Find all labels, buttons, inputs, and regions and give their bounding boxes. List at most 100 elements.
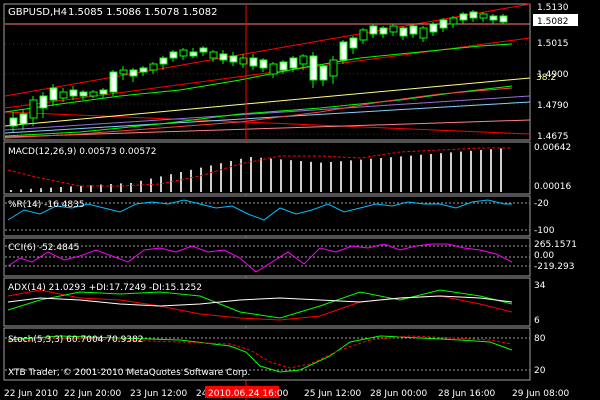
price-candle [369, 24, 378, 38]
price-candle [449, 16, 458, 28]
price-candle [269, 62, 278, 78]
macd-histogram-bar [280, 159, 282, 192]
price-axis: 1.5130 1.5082 1.5015 1.4900 1.4790 1.467… [533, 3, 578, 142]
macd-histogram-bar [380, 158, 382, 192]
price-candle [189, 48, 198, 58]
fib-level-label: 38.2 [536, 73, 556, 83]
macd-histogram-bar [430, 154, 432, 192]
price-candle [409, 24, 418, 38]
stochastic-panel[interactable]: Stoch(5,3,3) 60.7004 70.9382 80 20 XTB T… [3, 327, 546, 381]
time-tick-label: 22 Jun 2010 [4, 389, 58, 399]
macd-histogram-bar [230, 161, 232, 192]
macd-histogram-bar [180, 172, 182, 192]
price-candle [459, 12, 468, 24]
price-candle [399, 26, 408, 40]
price-candle [79, 90, 88, 100]
price-candle [479, 12, 488, 22]
price-candle [499, 14, 508, 24]
price-candle [219, 50, 228, 64]
price-candle [349, 36, 358, 54]
plus-di-line [7, 289, 513, 319]
current-price-label: 1.5082 [537, 17, 569, 27]
price-candle [29, 96, 38, 126]
copyright-text: XTB Trader, © 2001-2010 MetaQuotes Softw… [8, 368, 250, 378]
price-candle [239, 54, 248, 68]
stochastic-main-line [7, 335, 513, 373]
williams-r-line [7, 199, 512, 221]
stochastic-scale-top: 80 [534, 334, 546, 344]
macd-histogram-bar [370, 158, 372, 192]
macd-histogram-bar [190, 169, 192, 192]
cci-scale-top: 265.1571 [534, 240, 577, 250]
time-tick-label: 22 Jun 20:00 [64, 389, 121, 399]
price-tick-label: 1.4790 [537, 101, 569, 111]
macd-histogram-bar [70, 186, 72, 192]
macd-histogram-bar [210, 165, 212, 192]
price-candle [439, 18, 448, 32]
williams-r-label: %R(14) -16.4835 [8, 200, 85, 210]
macd-histogram-bar [120, 183, 122, 192]
time-tick-label: 28 Jun 16:00 [438, 389, 495, 399]
macd-histogram-bar [320, 162, 322, 192]
macd-histogram-bar [290, 160, 292, 192]
macd-scale-top: 0.00642 [534, 143, 571, 153]
macd-histogram-bar [40, 188, 42, 192]
price-tick-label: 1.4675 [537, 132, 569, 142]
price-candle [339, 40, 348, 64]
macd-panel[interactable]: MACD(12,26,9) 0.00573 0.00572 0.00642 0.… [3, 141, 571, 195]
macd-histogram-bar [470, 150, 472, 192]
macd-histogram-bar [220, 163, 222, 192]
time-tick-label: 23 Jun 12:00 [130, 389, 187, 399]
price-candle [329, 56, 338, 84]
price-candle [249, 54, 258, 70]
macd-histogram-bar [130, 183, 132, 192]
price-candle [169, 50, 178, 62]
macd-histogram-bar [200, 167, 202, 192]
time-tick-label: 25 Jun 12:00 [304, 389, 361, 399]
price-candle [359, 28, 368, 44]
macd-histogram-bar [50, 187, 52, 192]
price-candle [109, 70, 118, 96]
ohlc-values: 1.5085 1.5086 1.5078 1.5082 [68, 7, 218, 18]
williams-r-panel[interactable]: %R(14) -16.4835 -20 -100 [3, 195, 555, 237]
time-tick-label: 29 Jun 08:00 [512, 389, 569, 399]
price-candle [149, 62, 158, 74]
macd-histogram-bar [250, 157, 252, 192]
price-candle [69, 86, 78, 100]
macd-histogram-bar [450, 152, 452, 192]
price-panel[interactable]: GBPUSD,H4 1.5085 1.5086 1.5078 1.5082 38… [3, 3, 556, 400]
macd-histogram-bar [330, 162, 332, 192]
macd-histogram-bar [160, 176, 162, 192]
macd-histogram-bar [80, 185, 82, 192]
macd-histogram-bar [410, 155, 412, 192]
adx-main-line [7, 295, 513, 307]
cci-label: CCI(6) -52.4845 [8, 243, 79, 253]
price-candle [429, 22, 438, 36]
macd-histogram-bar [140, 180, 142, 192]
macd-histogram-bar [30, 188, 32, 192]
macd-histogram [10, 148, 502, 192]
macd-histogram-bar [420, 154, 422, 192]
adx-panel[interactable]: ADX(14) 21.0293 +DI:17.7249 -DI:15.1252 … [3, 277, 546, 327]
macd-histogram-bar [490, 149, 492, 192]
current-price-box [533, 14, 578, 26]
macd-histogram-bar [440, 153, 442, 192]
time-tick-label: 24 [196, 389, 208, 399]
price-candle [469, 10, 478, 22]
time-tick-label: 28 Jun 00:00 [370, 389, 427, 399]
price-tick-label: 1.4900 [537, 70, 569, 80]
cci-panel[interactable]: CCI(6) -52.4845 265.1571 0.00 -219.293 [3, 237, 577, 277]
price-candle [419, 26, 428, 42]
macd-histogram-bar [110, 184, 112, 192]
time-axis: 22 Jun 2010 22 Jun 20:00 23 Jun 12:00 24… [4, 386, 569, 399]
macd-histogram-bar [310, 161, 312, 192]
macd-histogram-bar [90, 185, 92, 192]
adx-scale-top: 34 [534, 281, 546, 291]
price-candle [379, 26, 388, 38]
macd-histogram-bar [270, 158, 272, 192]
macd-histogram-bar [400, 156, 402, 192]
price-candle [59, 88, 68, 102]
cursor-time-label: 2010.06.24 16:00 [208, 389, 289, 399]
macd-histogram-bar [500, 148, 502, 192]
